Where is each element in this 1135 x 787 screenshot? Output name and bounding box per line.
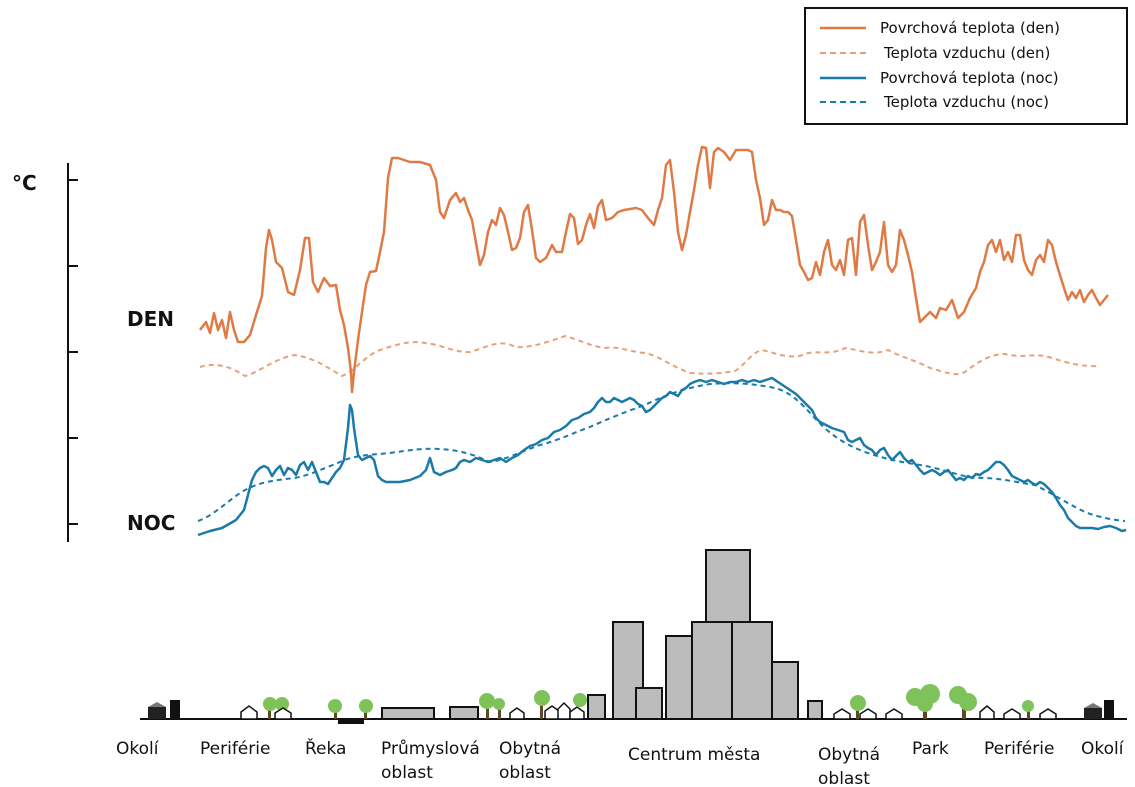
night-surface-temperature-line xyxy=(197,376,1127,537)
tree-trunk xyxy=(1027,709,1030,719)
house-icon xyxy=(833,708,851,720)
house-icon xyxy=(1003,708,1021,720)
river-icon xyxy=(338,719,364,724)
legend-label-day-air: Teplota vzduchu (den) xyxy=(883,44,1050,62)
zone-label-prumyslova-line2: oblast xyxy=(381,763,433,783)
house-icon xyxy=(274,707,292,720)
zone-label-park: Park xyxy=(912,739,949,759)
park-trees xyxy=(906,684,977,719)
tree-icon xyxy=(534,690,550,706)
silo-icon xyxy=(170,700,180,719)
skyscraper xyxy=(665,635,695,720)
building xyxy=(587,694,606,720)
zone-label-reka: Řeka xyxy=(305,737,346,759)
legend-label-night-air: Teplota vzduchu (noc) xyxy=(883,93,1049,111)
tree-icon xyxy=(359,699,373,713)
factory-building xyxy=(381,707,435,720)
city-center-buildings xyxy=(612,549,799,720)
house-icon xyxy=(557,701,571,720)
skyscraper xyxy=(691,621,733,720)
river-area xyxy=(328,699,373,724)
tree-trunk xyxy=(540,702,543,719)
tree-trunk xyxy=(268,706,271,719)
zone-label-obytna-left-line2: oblast xyxy=(499,763,551,783)
house-icon xyxy=(885,708,903,720)
tree-icon xyxy=(917,696,933,712)
tree-icon xyxy=(959,693,977,711)
building xyxy=(771,661,799,720)
legend: Povrchová teplota (den) Teplota vzduchu … xyxy=(804,7,1128,125)
house-icon xyxy=(509,707,525,720)
zone-label-centrum: Centrum města xyxy=(628,745,760,765)
zone-label-okoli-right: Okolí xyxy=(1081,739,1125,759)
zone-label-periferie-left: Periférie xyxy=(200,739,270,759)
tallest-skyscraper xyxy=(705,549,751,623)
tree-icon xyxy=(573,693,587,707)
house-icon xyxy=(1039,708,1057,720)
house-icon xyxy=(979,705,995,720)
suburb-left xyxy=(240,697,292,720)
rural-buildings-right xyxy=(1084,700,1114,719)
silo-icon xyxy=(1104,700,1114,719)
barn-icon xyxy=(1084,708,1102,719)
legend-label-night-surface: Povrchová teplota (noc) xyxy=(880,69,1059,87)
tree-icon xyxy=(850,695,866,711)
residential-left xyxy=(479,690,606,720)
barn-roof-icon xyxy=(1084,703,1102,708)
day-surface-temperature-line xyxy=(199,145,1109,394)
tree-icon xyxy=(263,697,277,711)
zone-label-obytna-left: Obytná xyxy=(499,739,561,759)
house-icon xyxy=(859,708,877,720)
tree-trunk xyxy=(486,705,489,719)
house-icon xyxy=(544,705,560,720)
zone-label-obytna-right: Obytná xyxy=(818,745,880,765)
residential-right xyxy=(807,695,903,720)
suburb-right xyxy=(979,700,1057,720)
tree-icon xyxy=(328,699,342,713)
building xyxy=(807,700,823,720)
factory-building xyxy=(449,706,479,720)
tree-trunk xyxy=(498,707,501,719)
zone-label-periferie-right: Periférie xyxy=(984,739,1054,759)
tree-trunk xyxy=(962,702,966,719)
barn-icon xyxy=(148,707,166,719)
house-icon xyxy=(240,705,258,720)
day-label: DEN xyxy=(127,307,174,331)
tree-trunk xyxy=(364,708,367,719)
day-air-temperature-line xyxy=(199,334,1101,378)
night-label: NOC xyxy=(127,511,175,535)
y-axis: °C xyxy=(12,163,78,542)
house-icon xyxy=(569,706,585,720)
tree-icon xyxy=(1022,700,1034,712)
y-axis-unit: °C xyxy=(12,171,37,195)
tree-icon xyxy=(493,698,505,710)
building xyxy=(635,687,663,720)
night-air-temperature-line xyxy=(197,382,1126,522)
tree-trunk xyxy=(856,706,859,719)
industrial-buildings xyxy=(381,706,479,720)
zone-label-obytna-right-line2: oblast xyxy=(818,769,870,787)
zone-labels: Okolí Periférie Řeka Průmyslová oblast O… xyxy=(116,737,1125,787)
legend-label-day-surface: Povrchová teplota (den) xyxy=(880,19,1060,37)
skyscraper xyxy=(731,621,773,720)
rural-buildings-left xyxy=(148,700,180,719)
zone-label-okoli-left: Okolí xyxy=(116,739,160,759)
barn-roof-icon xyxy=(148,702,166,707)
tree-icon xyxy=(275,697,289,711)
zone-label-prumyslova: Průmyslová xyxy=(381,739,480,759)
tree-trunk xyxy=(334,708,337,719)
tree-icon xyxy=(479,693,495,709)
